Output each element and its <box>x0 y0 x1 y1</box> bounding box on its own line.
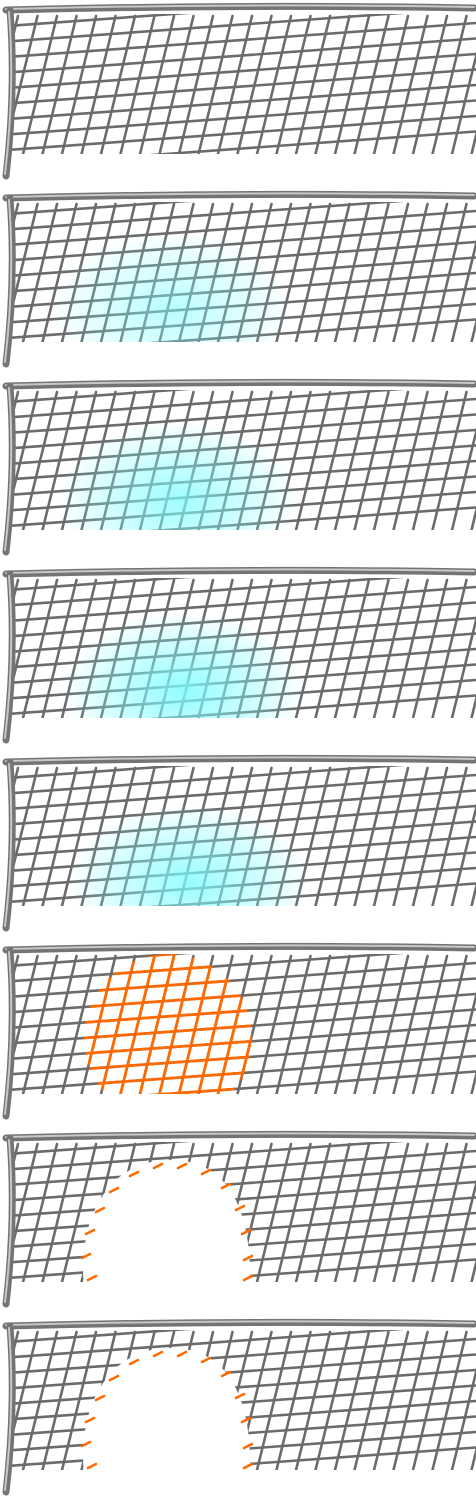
net-top-bar <box>2 1318 476 1330</box>
net-top-bar <box>2 754 476 766</box>
net-frame-graphic <box>2 942 476 1120</box>
net-frame-graphic <box>2 1318 476 1496</box>
net-top-bar <box>2 942 476 954</box>
net-left-post <box>2 946 16 1120</box>
ember-edge <box>80 1162 254 1282</box>
net-frame-4 <box>0 564 476 752</box>
glow-spot <box>57 422 297 530</box>
net-mesh <box>10 1330 476 1470</box>
net-top-bar <box>2 190 476 202</box>
glow-spot <box>51 231 291 342</box>
ember-edge <box>80 1350 254 1470</box>
net-left-post <box>2 1322 16 1496</box>
net-frame-graphic <box>2 1130 476 1308</box>
net-frame-graphic <box>2 566 476 744</box>
net-frame-3 <box>0 376 476 564</box>
net-frame-5 <box>0 752 476 940</box>
net-frame-graphic <box>2 190 476 368</box>
net-frame-graphic <box>2 754 476 932</box>
net-top-bar <box>2 378 476 390</box>
net-left-post <box>2 6 16 180</box>
net-mesh <box>10 1142 476 1282</box>
net-frame-2 <box>0 188 476 376</box>
net-top-bar <box>2 2 476 14</box>
glow-spot <box>69 804 309 906</box>
net-frame-6 <box>0 940 476 1128</box>
net-frame-graphic <box>2 378 476 556</box>
net-frame-7 <box>0 1128 476 1316</box>
net-mesh <box>10 954 476 1094</box>
glow-spot <box>63 613 303 718</box>
net-mesh <box>10 14 476 154</box>
net-top-bar <box>2 1130 476 1142</box>
net-left-post <box>2 382 16 556</box>
net-left-post <box>2 1134 16 1308</box>
net-frame-8 <box>0 1316 476 1504</box>
net-frame-1 <box>0 0 476 188</box>
net-left-post <box>2 570 16 744</box>
net-left-post <box>2 758 16 932</box>
net-top-bar <box>2 566 476 578</box>
net-left-post <box>2 194 16 368</box>
net-frame-graphic <box>2 2 476 180</box>
